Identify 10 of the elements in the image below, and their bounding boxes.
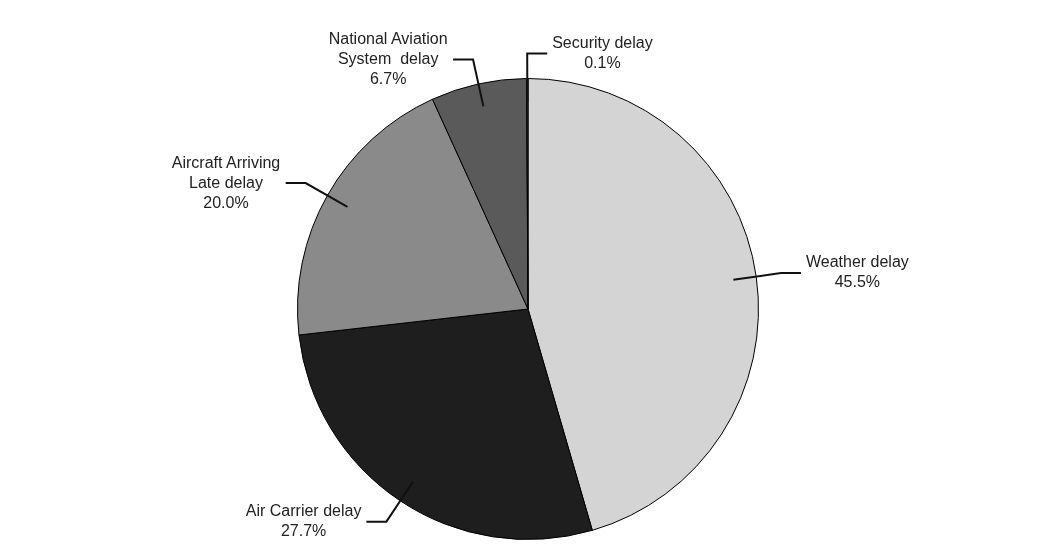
slice-label: Air Carrier delay (245, 502, 362, 520)
slice-label: Aircraft Arriving Late delay (171, 153, 281, 191)
slice-label: Security delay (552, 33, 653, 51)
data-label: 6.7% (369, 69, 407, 87)
data-label: 0.1% (584, 53, 621, 71)
data-label: 20.0% (203, 193, 249, 211)
slice-label: National Aviation System delay (328, 29, 448, 67)
data-label: 27.7% (280, 522, 327, 540)
data-label: 45.5% (834, 273, 881, 291)
slice-label: Weather delay (805, 253, 909, 271)
